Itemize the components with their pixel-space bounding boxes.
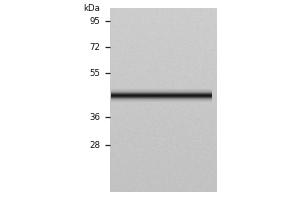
Text: 55: 55 <box>89 68 100 77</box>
Text: 36: 36 <box>89 112 100 121</box>
Text: 28: 28 <box>89 140 100 149</box>
Text: kDa: kDa <box>84 4 100 13</box>
Text: 95: 95 <box>90 17 101 25</box>
Text: 72: 72 <box>89 43 100 51</box>
